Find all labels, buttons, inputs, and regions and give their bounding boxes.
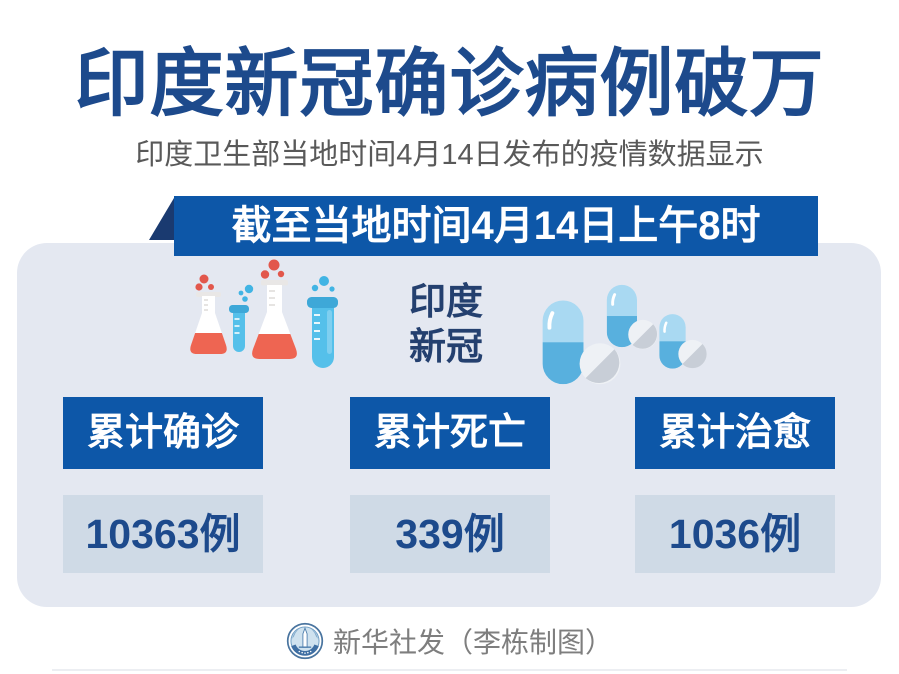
stat-confirmed-label: 累计确诊 [63, 397, 263, 469]
stat-deaths: 累计死亡 339例 [350, 397, 550, 573]
pills-icon [542, 284, 707, 385]
page-subtitle: 印度卫生部当地时间4月14日发布的疫情数据显示 [135, 139, 764, 171]
data-panel: 印度 新冠 [17, 243, 881, 607]
stat-confirmed: 累计确诊 10363例 [63, 397, 263, 573]
ribbon-fold-icon [149, 198, 174, 240]
banner-ribbon: 截至当地时间4月14日上午8时 [149, 196, 818, 256]
stat-confirmed-value: 10363例 [63, 495, 263, 573]
panel-label-line2: 新冠 [409, 326, 483, 367]
xinhua-logo-icon [286, 622, 324, 660]
stat-deaths-value: 339例 [350, 495, 550, 573]
stat-recovered-label: 累计治愈 [635, 397, 835, 469]
stat-recovered-value: 1036例 [635, 495, 835, 573]
footer-credit: 新华社发（李栋制图） [0, 620, 899, 662]
panel-label-line1: 印度 [409, 281, 483, 322]
footer-credit-text: 新华社发（李栋制图） [332, 627, 613, 658]
stat-deaths-label: 累计死亡 [350, 397, 550, 469]
stat-recovered: 累计治愈 1036例 [635, 397, 835, 573]
page-title: 印度新冠确诊病例破万 [74, 42, 825, 125]
panel-label: 印度 新冠 [409, 279, 483, 369]
bottom-divider [52, 669, 847, 671]
banner-text: 截至当地时间4月14日上午8时 [231, 204, 761, 248]
lab-flasks-icon [190, 259, 338, 368]
